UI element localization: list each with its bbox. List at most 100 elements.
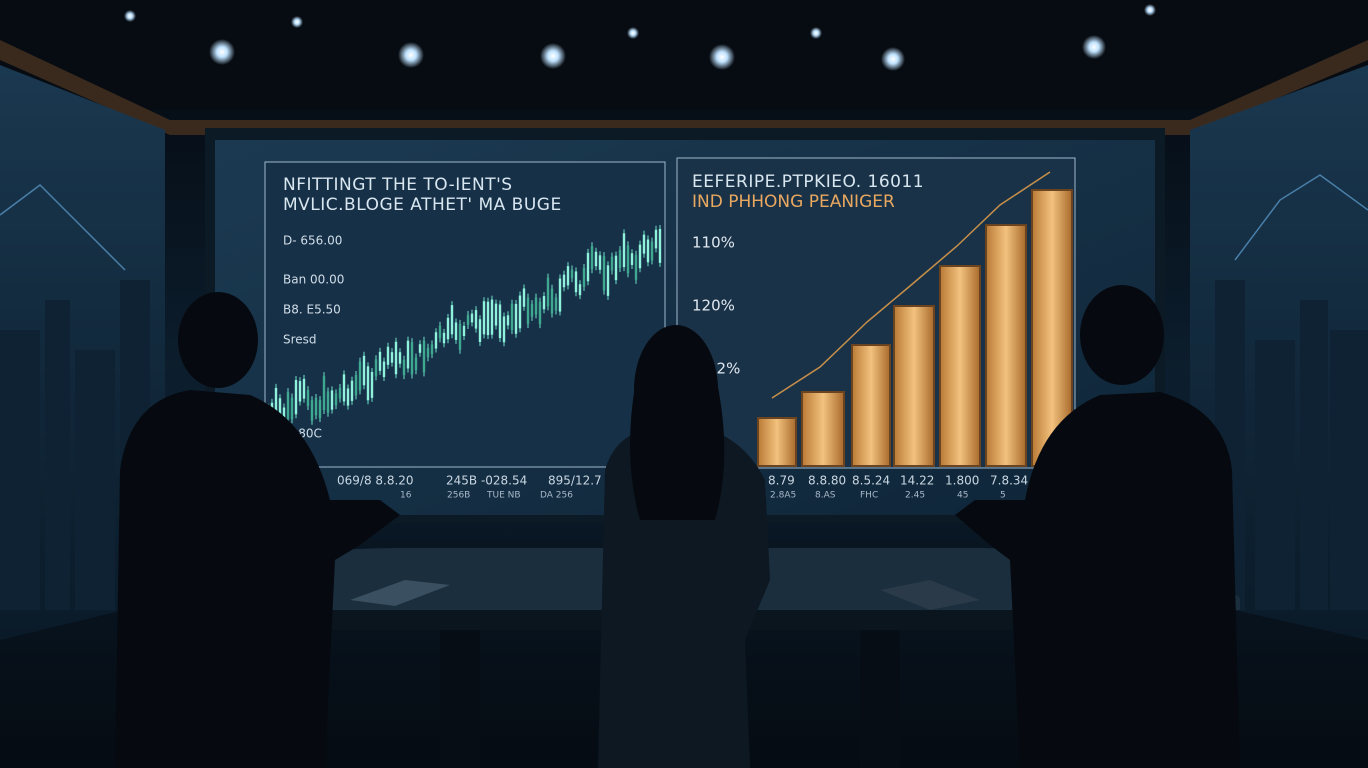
candle-body — [626, 245, 630, 274]
x-sublabel: 5 — [1000, 491, 1006, 501]
candle-body — [582, 267, 586, 287]
candle-body — [590, 246, 594, 270]
candle-body — [470, 313, 474, 323]
y-label: 120% — [692, 297, 735, 315]
candle-body — [538, 301, 542, 325]
people — [115, 285, 1240, 768]
candle-body — [390, 352, 394, 363]
y-label: D- 656.00 — [283, 234, 342, 248]
candle-body — [498, 304, 502, 339]
candle-body — [474, 310, 478, 329]
candle-body — [602, 256, 606, 291]
candle-body — [530, 304, 534, 317]
candle-body — [566, 266, 570, 286]
candle-body — [406, 340, 410, 369]
x-label: 245B -028.54 — [446, 474, 527, 488]
x-label: 1.800 — [945, 474, 979, 488]
candle-body — [394, 341, 398, 375]
candle-body — [426, 347, 430, 358]
candle-body — [382, 361, 386, 378]
candle-body — [630, 253, 634, 265]
candle-body — [642, 234, 646, 254]
y-label: 110% — [692, 234, 735, 252]
candle-body — [506, 315, 510, 326]
candle-body — [574, 271, 578, 293]
candle-body — [346, 388, 350, 406]
candle-body — [318, 400, 322, 418]
left-title: MVLIC.BLOGE ATHET' MA BUGE — [283, 195, 562, 215]
candle-body — [358, 361, 362, 391]
candle-body — [350, 380, 354, 401]
ceiling-lights — [124, 4, 1156, 71]
candle-body — [622, 233, 626, 268]
candle-body — [650, 241, 654, 261]
candle-body — [490, 299, 494, 335]
candle-body — [646, 239, 650, 263]
candle-body — [302, 378, 306, 399]
candle-body — [274, 387, 278, 421]
candle-body — [410, 342, 414, 375]
candle-body — [614, 255, 618, 281]
candle-body — [438, 325, 442, 339]
candle-body — [502, 316, 506, 343]
x-label: 8.8.80 — [808, 474, 846, 488]
candle-body — [578, 284, 582, 296]
candle-body — [634, 254, 638, 280]
tablet — [350, 580, 450, 606]
candle-body — [610, 256, 614, 271]
tablet — [880, 580, 980, 610]
candle-body — [454, 322, 458, 340]
table-leg — [860, 630, 900, 768]
candle-body — [370, 371, 374, 398]
x-label: 8.79 — [768, 474, 795, 488]
candle-body — [430, 344, 434, 355]
candle-body — [398, 352, 402, 364]
candle-body — [310, 400, 314, 421]
x-sublabel: TUE NB — [486, 491, 521, 501]
candle-body — [526, 297, 530, 325]
candle-body — [338, 387, 342, 399]
city-silhouette — [0, 280, 1368, 610]
candle-body — [618, 250, 622, 268]
candle-body — [478, 319, 482, 343]
candle-body — [366, 366, 370, 401]
candle-body — [546, 277, 550, 307]
candle-body — [542, 296, 546, 310]
trend-line — [771, 171, 1051, 399]
candle-body — [378, 351, 382, 371]
candle-body — [550, 288, 554, 314]
x-label: 14.22 — [900, 474, 934, 488]
candle-body — [654, 229, 658, 249]
candle-body — [278, 398, 282, 415]
candle-body — [362, 355, 366, 386]
candle-body — [314, 398, 318, 416]
candle-body — [598, 255, 602, 270]
bar-chart — [757, 189, 1073, 467]
candle-body — [334, 393, 338, 406]
x-label: 7.8.34 — [990, 474, 1028, 488]
x-sublabel: FHC — [860, 491, 878, 501]
candle-body — [322, 376, 326, 411]
candle-body — [442, 332, 446, 344]
left-panel — [264, 161, 666, 468]
candle-body — [326, 391, 330, 413]
candle-body — [330, 390, 334, 410]
x-label: 8.5.24 — [852, 474, 890, 488]
candle-body — [638, 244, 642, 269]
side-line — [1234, 174, 1368, 261]
candle-body — [522, 288, 526, 307]
candle-body — [386, 346, 390, 365]
candle-body — [402, 359, 406, 376]
y-label: Ban 00.00 — [283, 273, 344, 287]
left-title: NFITTINGT THE TO-IENT'S — [283, 175, 513, 195]
candle-body — [586, 252, 590, 282]
y-label: Sresd — [283, 333, 317, 347]
x-sublabel: 256B — [447, 491, 470, 501]
candle-body — [486, 301, 490, 336]
x-sublabel: 2.8A5 — [770, 491, 796, 501]
candle-body — [290, 397, 294, 420]
x-sublabel: DA 256 — [540, 491, 573, 501]
candle-body — [354, 375, 358, 396]
candle-body — [510, 303, 514, 331]
x-sublabel: 16 — [400, 491, 412, 501]
